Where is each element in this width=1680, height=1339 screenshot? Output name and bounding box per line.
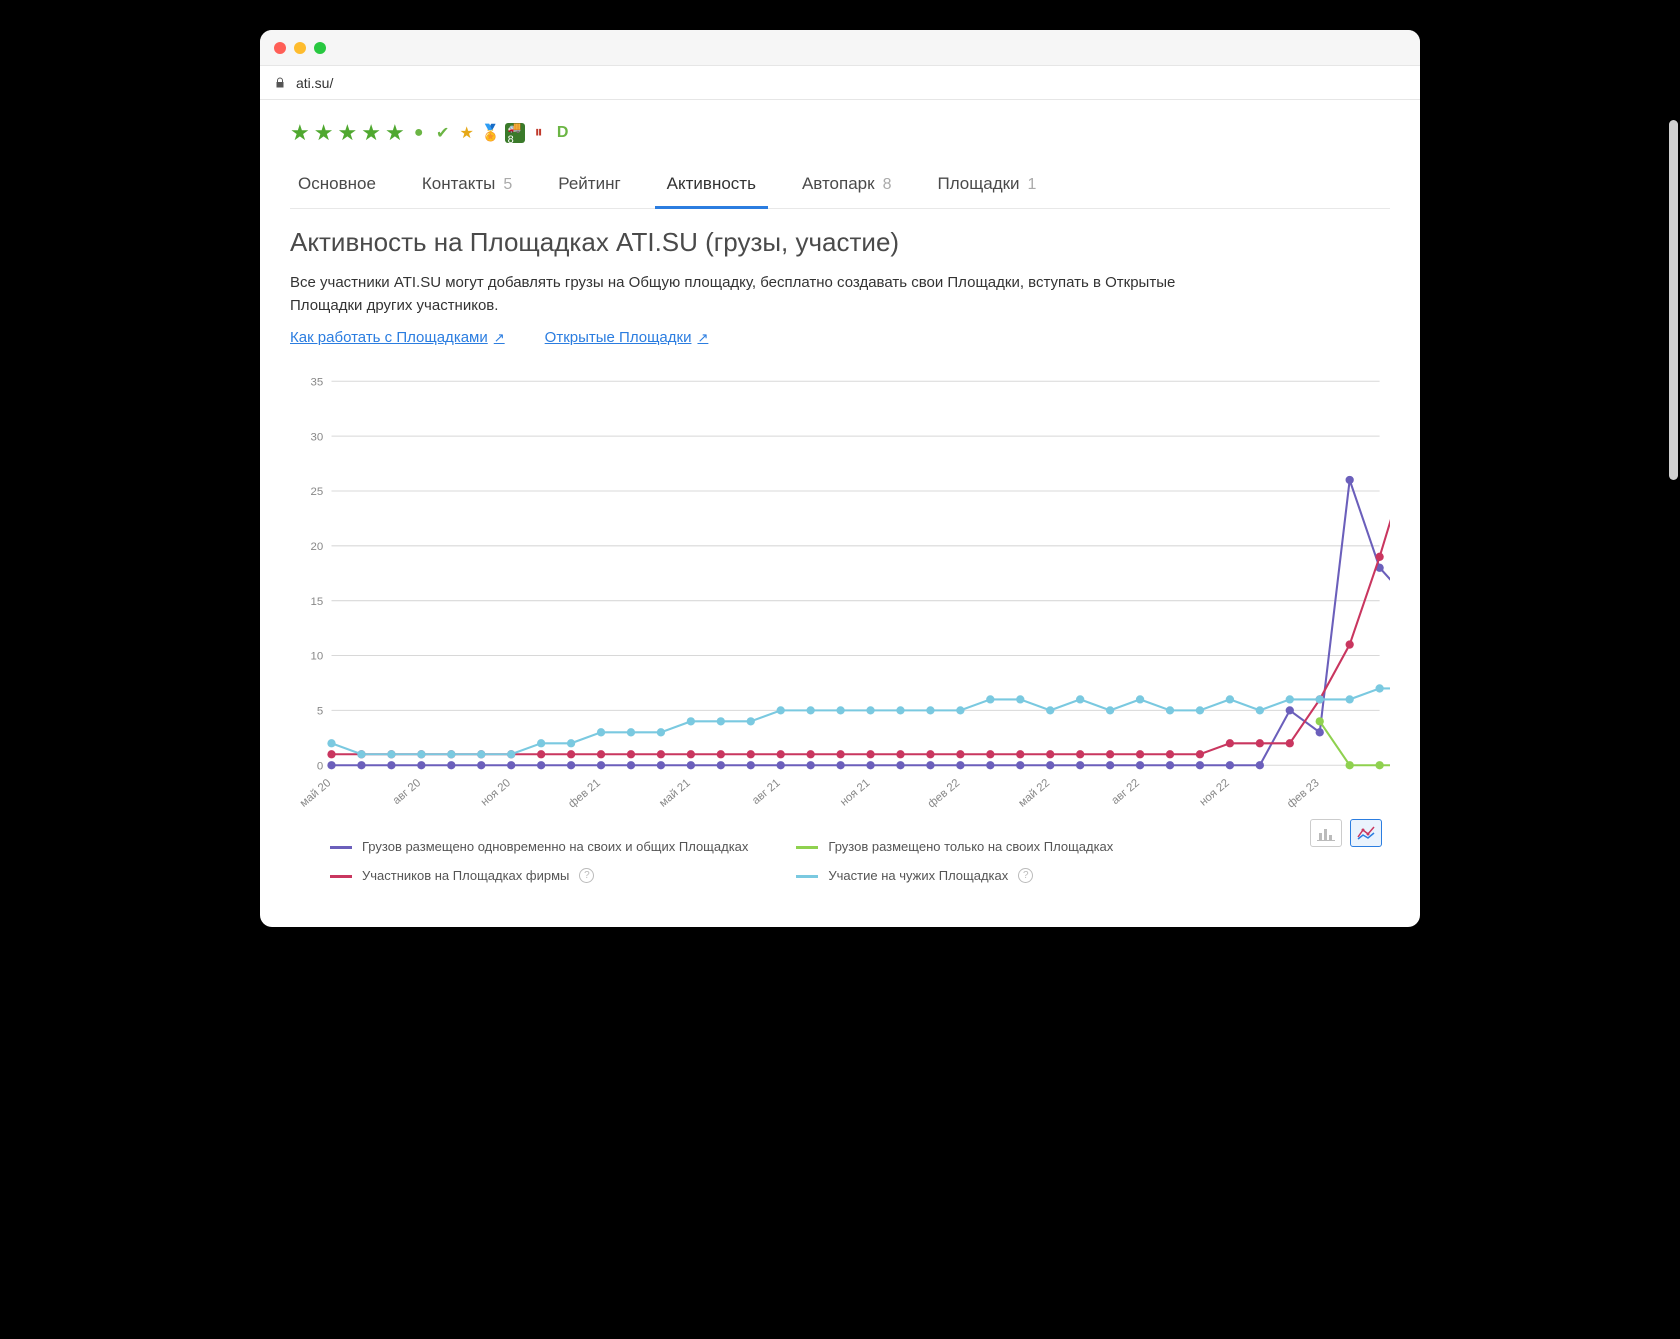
tab-fleet[interactable]: Автопарк 8 xyxy=(798,164,896,208)
star-icon: ★ xyxy=(290,120,310,146)
legend-swatch xyxy=(796,846,818,849)
help-icon[interactable]: ? xyxy=(1018,868,1033,883)
activity-line-chart: 0 5 10 15 20 25 30 35 май 20 авг 20 ноя 20 фев 21 ма… xyxy=(290,364,1390,824)
lock-icon xyxy=(274,77,286,89)
badge-star-gold: ★ xyxy=(457,123,477,143)
minimize-window-button[interactable] xyxy=(294,42,306,54)
external-icon: ↗ xyxy=(697,330,708,346)
star-icon: ★ xyxy=(385,120,405,146)
link-label: Открытые Площадки xyxy=(545,329,692,346)
legend-label: Грузов размещено только на своих Площадк… xyxy=(828,839,1113,856)
help-icon[interactable]: ? xyxy=(579,868,594,883)
close-window-button[interactable] xyxy=(274,42,286,54)
maximize-window-button[interactable] xyxy=(314,42,326,54)
tab-count: 8 xyxy=(883,176,892,194)
badge-check: ✔ xyxy=(433,123,453,143)
legend-swatch xyxy=(330,875,352,878)
svg-text:фев 22: фев 22 xyxy=(926,777,963,810)
legend-swatch xyxy=(796,875,818,878)
link-howto[interactable]: Как работать с Площадками ↗ xyxy=(290,329,505,346)
chart-legend: Грузов размещено одновременно на своих и… xyxy=(290,839,1390,897)
svg-text:30: 30 xyxy=(311,431,324,443)
svg-text:15: 15 xyxy=(311,596,324,608)
page-content: ★ ★ ★ ★ ★ ● ✔ ★ 🏅 🚚8 ⏸ D Основное Контак… xyxy=(260,100,1420,927)
star-icon: ★ xyxy=(361,120,381,146)
tab-contacts[interactable]: Контакты 5 xyxy=(418,164,516,208)
chart-type-toggle xyxy=(1310,819,1382,847)
tab-label: Контакты xyxy=(422,174,495,194)
tab-label: Рейтинг xyxy=(558,174,620,194)
svg-text:авг 21: авг 21 xyxy=(750,777,783,807)
external-icon: ↗ xyxy=(494,330,505,346)
svg-text:авг 20: авг 20 xyxy=(391,777,424,807)
tab-label: Активность xyxy=(667,174,756,194)
tab-activity[interactable]: Активность xyxy=(663,164,760,208)
badge-medal: 🏅 xyxy=(481,123,501,143)
badge-pause: ⏸ xyxy=(529,123,549,143)
legend-item[interactable]: Участников на Площадках фирмы? xyxy=(330,868,796,885)
svg-text:фев 23: фев 23 xyxy=(1285,777,1322,810)
badge-circle-green: ● xyxy=(409,123,429,143)
tab-label: Автопарк xyxy=(802,174,875,194)
legend-item[interactable]: Грузов размещено одновременно на своих и… xyxy=(330,839,796,856)
legend-swatch xyxy=(330,846,352,849)
tab-label: Основное xyxy=(298,174,376,194)
legend-item[interactable]: Грузов размещено только на своих Площадк… xyxy=(796,839,1262,856)
svg-text:май 21: май 21 xyxy=(657,777,693,810)
browser-window: ati.su/ ★ ★ ★ ★ ★ ● ✔ ★ 🏅 🚚8 ⏸ D Основно… xyxy=(260,30,1420,927)
line-chart-icon xyxy=(1357,825,1375,841)
svg-text:35: 35 xyxy=(311,376,324,388)
tab-platforms[interactable]: Площадки 1 xyxy=(933,164,1040,208)
svg-text:10: 10 xyxy=(311,651,324,663)
page-title: Активность на Площадках ATI.SU (грузы, у… xyxy=(290,227,1390,258)
svg-text:ноя 21: ноя 21 xyxy=(838,777,872,808)
svg-text:май 20: май 20 xyxy=(298,777,334,810)
address-bar[interactable]: ati.su/ xyxy=(260,66,1420,100)
tab-count: 5 xyxy=(503,176,512,194)
svg-text:5: 5 xyxy=(317,706,323,718)
bar-chart-icon xyxy=(1317,825,1335,841)
tabs: Основное Контакты 5 Рейтинг Активность Ав… xyxy=(290,164,1390,209)
chart-container: 0 5 10 15 20 25 30 35 май 20 авг 20 ноя 20 фев 21 ма… xyxy=(290,364,1390,897)
link-label: Как работать с Площадками xyxy=(290,329,488,346)
svg-text:фев 21: фев 21 xyxy=(566,777,603,810)
svg-text:0: 0 xyxy=(317,760,323,772)
svg-text:20: 20 xyxy=(311,541,324,553)
badge-truck: 🚚8 xyxy=(505,123,525,143)
tab-main[interactable]: Основное xyxy=(294,164,380,208)
svg-text:авг 22: авг 22 xyxy=(1109,777,1142,807)
bar-chart-toggle[interactable] xyxy=(1310,819,1342,847)
url-text: ati.su/ xyxy=(296,75,333,91)
legend-label: Участие на чужих Площадках? xyxy=(828,868,1033,885)
svg-text:ноя 22: ноя 22 xyxy=(1198,777,1232,808)
tab-rating[interactable]: Рейтинг xyxy=(554,164,624,208)
description: Все участники ATI.SU могут добавлять гру… xyxy=(290,272,1250,317)
svg-text:ноя 20: ноя 20 xyxy=(479,777,513,808)
svg-text:25: 25 xyxy=(311,486,324,498)
link-open-platforms[interactable]: Открытые Площадки ↗ xyxy=(545,329,709,346)
tab-label: Площадки xyxy=(937,174,1019,194)
legend-label: Грузов размещено одновременно на своих и… xyxy=(362,839,748,856)
links-row: Как работать с Площадками ↗ Открытые Площ… xyxy=(290,329,1390,346)
legend-item[interactable]: Участие на чужих Площадках? xyxy=(796,868,1262,885)
rating-badges: ★ ★ ★ ★ ★ ● ✔ ★ 🏅 🚚8 ⏸ D xyxy=(290,120,1390,146)
badge-d: D xyxy=(553,123,573,143)
titlebar xyxy=(260,30,1420,66)
line-chart-toggle[interactable] xyxy=(1350,819,1382,847)
star-icon: ★ xyxy=(314,120,334,146)
star-icon: ★ xyxy=(337,120,357,146)
tab-count: 1 xyxy=(1028,176,1037,194)
svg-text:май 22: май 22 xyxy=(1017,777,1053,810)
legend-label: Участников на Площадках фирмы? xyxy=(362,868,594,885)
